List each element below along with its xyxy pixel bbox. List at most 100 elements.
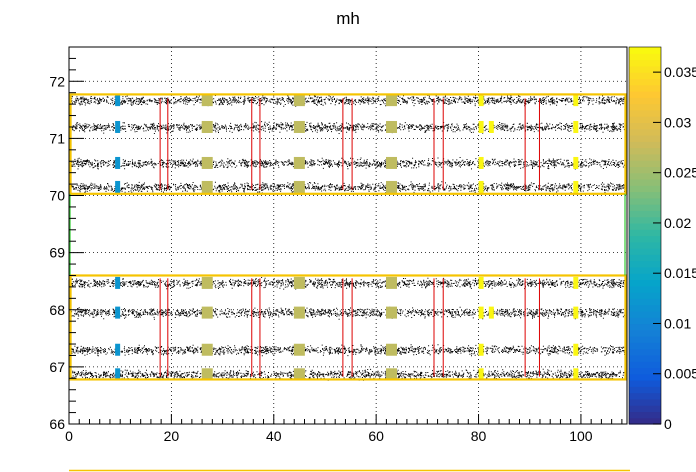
colorbar-bin — [629, 317, 661, 325]
x-tick-label: 40 — [266, 428, 282, 444]
column-lines — [159, 98, 540, 377]
scatter-band — [71, 277, 626, 290]
heatmap-cell — [488, 306, 494, 319]
colorbar-bin — [629, 323, 661, 331]
heatmap-cell — [201, 94, 213, 107]
heatmap-cell — [478, 276, 484, 289]
y-tick-label: 70 — [49, 188, 65, 204]
colorbar-frame — [628, 46, 662, 425]
colorbar-tick-label: 0.01 — [664, 315, 691, 331]
colorbar-bin — [629, 348, 661, 356]
heatmap-cell — [293, 156, 305, 169]
colorbar-bin — [629, 254, 661, 262]
colorbar-bin — [629, 160, 661, 167]
colorbar-tick-label: 0.015 — [664, 265, 696, 281]
colorbar-bin — [629, 72, 661, 80]
heatmap-cell — [573, 276, 579, 289]
scatter-band — [71, 344, 626, 357]
heatmap-cell — [488, 120, 494, 133]
plot-frame — [68, 46, 628, 425]
colorbar-bin — [629, 392, 661, 400]
heatmap-cell — [478, 120, 484, 133]
heatmap-cell — [573, 343, 579, 356]
colorbar-bin — [629, 380, 661, 387]
y-tick-label: 66 — [49, 416, 65, 432]
colorbar-bin — [629, 84, 661, 92]
heatmap-cell — [386, 368, 398, 381]
scatter-band — [71, 306, 626, 320]
colorbar-bin — [629, 90, 661, 98]
heatmap-cell — [386, 180, 398, 193]
scatter-band — [71, 121, 626, 134]
heatmap-cell — [201, 120, 213, 133]
heatmap-cell — [573, 120, 579, 133]
colorbar-bin — [629, 411, 661, 419]
colorbar-bin — [629, 116, 661, 123]
heatmap-cell — [386, 156, 398, 169]
y-tick-label: 69 — [49, 245, 65, 261]
outline-box — [69, 274, 627, 381]
colorbar-bin — [629, 235, 661, 243]
heatmap-cell — [115, 306, 121, 319]
heatmap-cell — [115, 368, 121, 381]
colorbar-bin — [629, 329, 661, 337]
heatmap-cell — [293, 94, 305, 107]
heatmap-cell — [386, 94, 398, 107]
heatmap-cell — [478, 368, 484, 381]
colorbar-tick-label: 0.02 — [664, 215, 691, 231]
x-tick-label: 60 — [368, 428, 384, 444]
colorbar-bin — [629, 310, 661, 318]
colorbar-tick-label: 0.035 — [664, 64, 696, 80]
heatmap-cell — [573, 94, 579, 107]
heatmap-cell — [201, 276, 213, 289]
colorbar-bin — [629, 128, 661, 136]
colorbar-bin — [629, 47, 661, 54]
heatmap-cell — [293, 343, 305, 356]
heatmap-cell — [201, 343, 213, 356]
colorbar-bin — [629, 59, 661, 67]
chart-title: mh — [336, 9, 360, 28]
colorbar-bin — [629, 216, 661, 224]
colorbar-bin — [629, 354, 661, 362]
colorbar-bin — [629, 285, 661, 293]
heatmap-cell — [573, 180, 579, 193]
colorbar-bin — [629, 78, 661, 86]
heatmap-cell — [115, 276, 121, 289]
heatmap-cell — [201, 180, 213, 193]
colorbar-tick-label: 0.005 — [664, 366, 696, 382]
heatmap-cell — [386, 306, 398, 319]
scatter-points — [71, 94, 626, 381]
heatmap-cell — [293, 120, 305, 133]
colorbar-bin — [629, 361, 661, 369]
heatmap-cell — [115, 343, 121, 356]
colorbar-bin — [629, 153, 661, 161]
colorbar-bin — [629, 53, 661, 61]
heatmap-cell — [386, 276, 398, 289]
heatmap-cell — [478, 94, 484, 107]
colorbar-tick-label: 0 — [664, 416, 672, 432]
outline-boxes — [69, 93, 627, 381]
heatmap-cell — [386, 343, 398, 356]
heatmap-cell — [293, 306, 305, 319]
heatmap-cell — [386, 120, 398, 133]
colorbar-bin — [629, 304, 661, 312]
colorbar-bin — [629, 178, 661, 186]
heatmap-cell — [115, 156, 121, 169]
axes: 0 20 40 60 80 100 66 67 68 69 70 71 72 — [49, 46, 628, 444]
heatmap-cell — [201, 306, 213, 319]
colorbar-bin — [629, 248, 661, 255]
heatmap-cell — [478, 306, 484, 319]
heatmap-cell — [201, 156, 213, 169]
colorbar-bin — [629, 266, 661, 274]
heatmap-cells — [115, 94, 579, 381]
colorbar-bin — [629, 97, 661, 105]
scatter-band — [71, 181, 626, 194]
colorbar-bin — [629, 273, 661, 281]
colorbar-bin — [629, 191, 661, 199]
colorbar-bin — [629, 204, 661, 211]
y-tick-label: 68 — [49, 302, 65, 318]
x-tick-label: 80 — [471, 428, 487, 444]
heatmap-cell — [201, 368, 213, 381]
colorbar-bin — [629, 172, 661, 180]
